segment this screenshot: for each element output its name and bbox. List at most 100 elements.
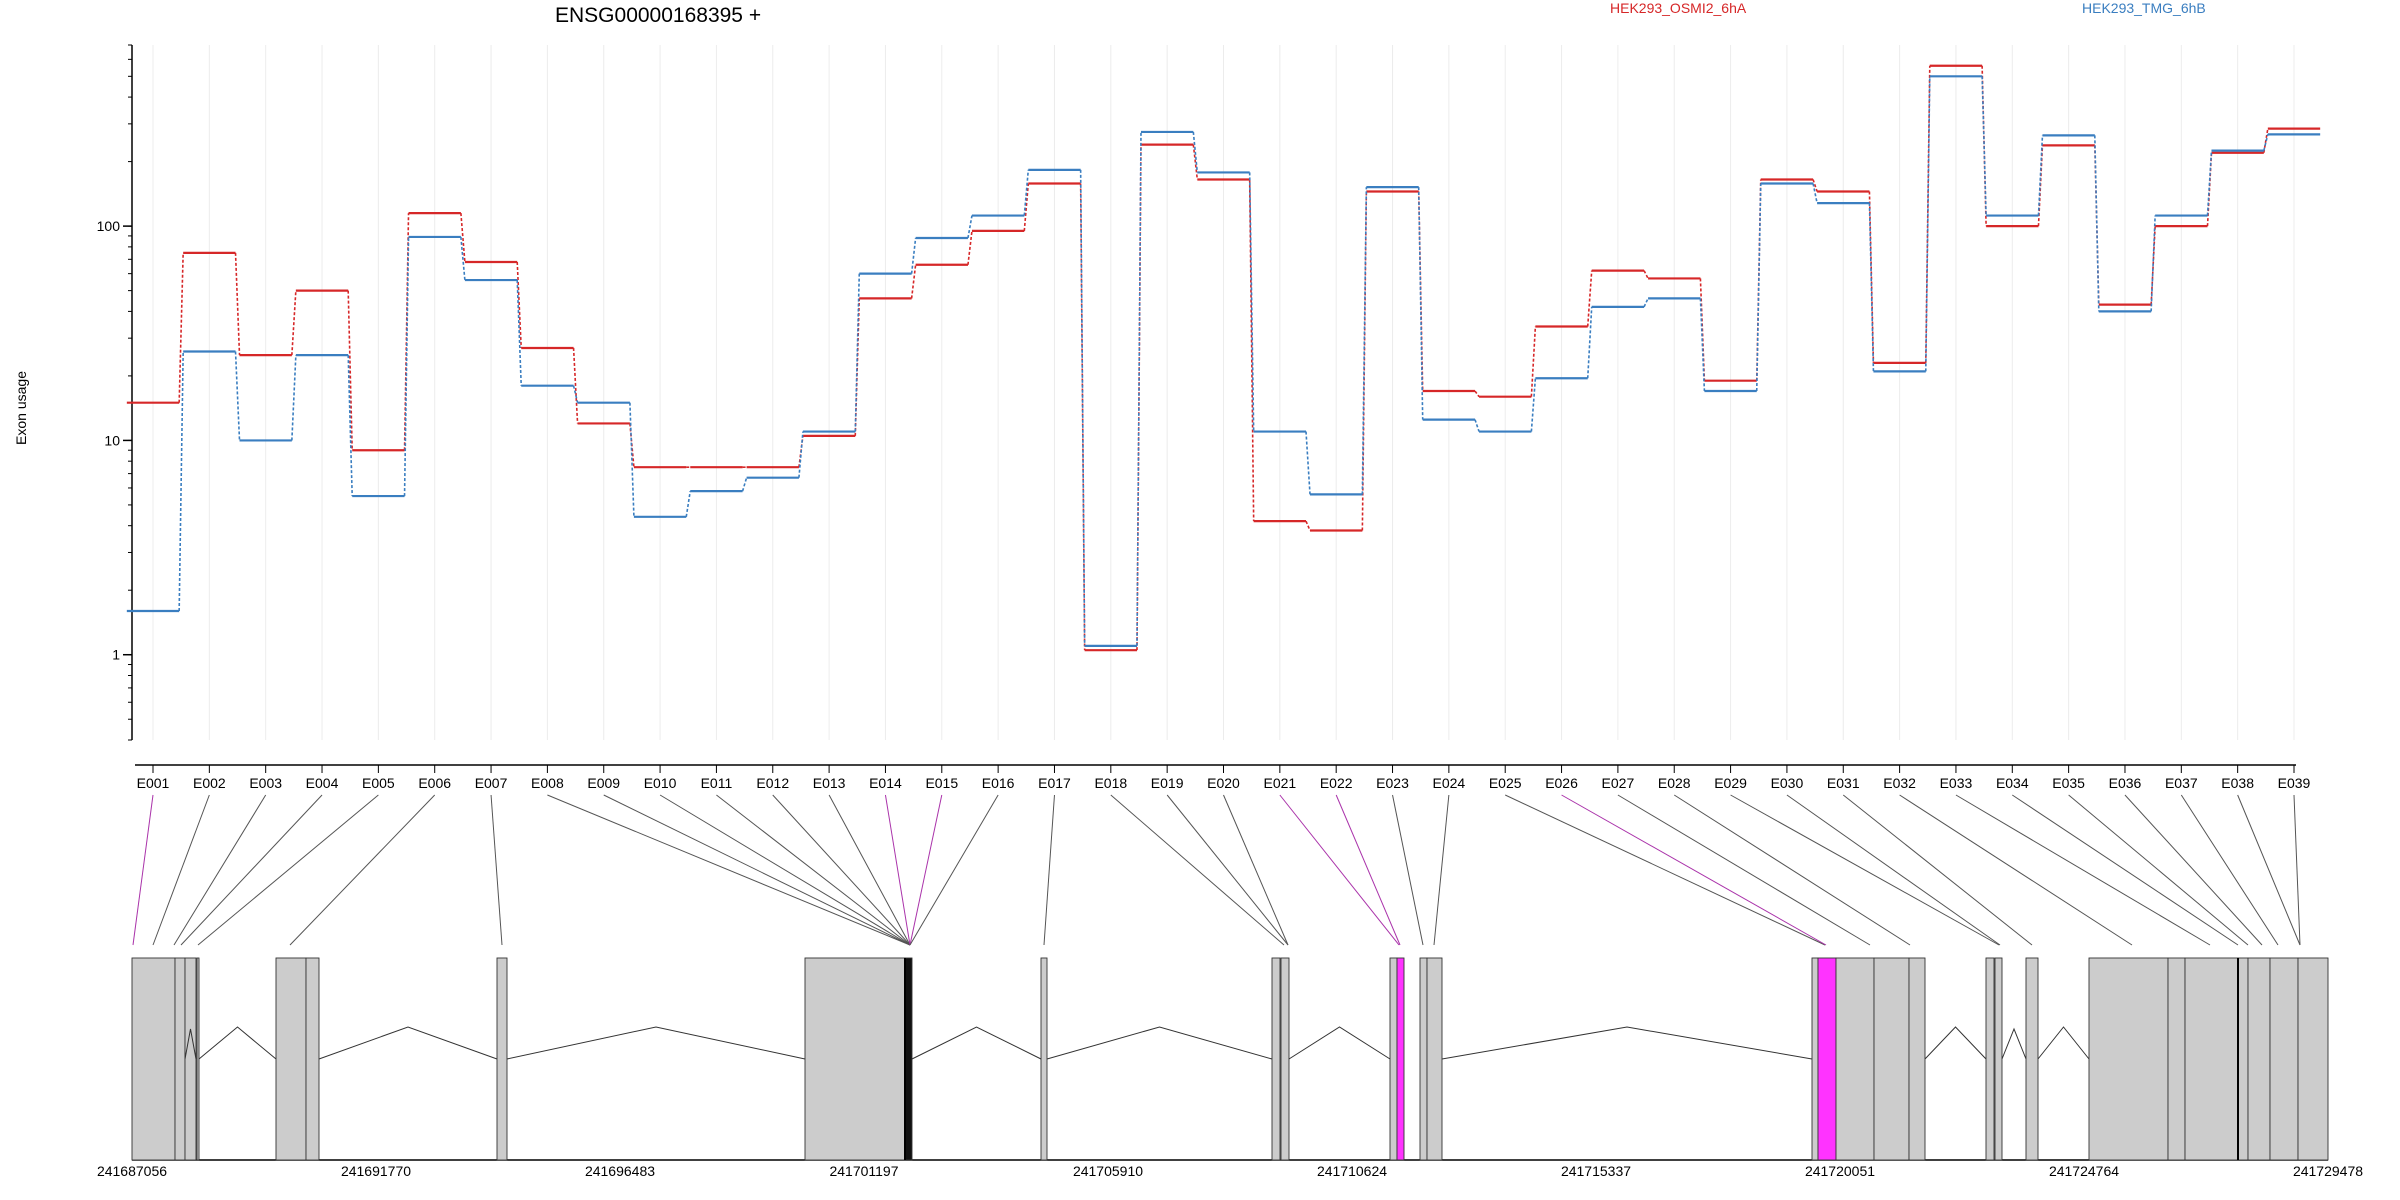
gene-model bbox=[131, 957, 2329, 1161]
series-connector bbox=[1586, 306, 1593, 379]
series-connector bbox=[1023, 169, 1030, 216]
series-connector bbox=[1643, 270, 1649, 279]
series-connector bbox=[741, 477, 748, 492]
x-tick-label: E030 bbox=[1771, 775, 1804, 791]
connector-E023 bbox=[1392, 794, 1424, 946]
connector-E002 bbox=[152, 794, 210, 946]
x-tick-label: E023 bbox=[1376, 775, 1409, 791]
exon-block bbox=[1835, 957, 1875, 1161]
exon-block bbox=[1908, 957, 1926, 1161]
connector-E019 bbox=[1166, 794, 1289, 946]
connector-E036 bbox=[2124, 794, 2263, 946]
connector-E012 bbox=[772, 794, 911, 946]
series-connector bbox=[1417, 191, 1424, 392]
connector-E030 bbox=[1786, 794, 2001, 946]
series-connector bbox=[1305, 431, 1311, 495]
series-connector bbox=[516, 280, 523, 386]
connector-E037 bbox=[2180, 794, 2279, 946]
intron-line bbox=[911, 1026, 1042, 1060]
exon-block bbox=[2247, 957, 2271, 1161]
series-connector bbox=[234, 351, 241, 441]
series-connector bbox=[1530, 326, 1537, 397]
series-connector bbox=[178, 351, 184, 611]
connector-E028 bbox=[1673, 794, 1911, 946]
x-tick-label: E016 bbox=[982, 775, 1015, 791]
intron-line bbox=[2001, 1027, 2027, 1060]
x-tick-label: E034 bbox=[1996, 775, 2029, 791]
connector-E026 bbox=[1561, 794, 1827, 946]
connector-E017 bbox=[1043, 794, 1055, 946]
x-tick-label: E017 bbox=[1038, 775, 1071, 791]
connector-E034 bbox=[2012, 794, 2239, 946]
exon-block bbox=[496, 957, 508, 1161]
exon-block bbox=[196, 957, 200, 1161]
y-axis-label: Exon usage bbox=[13, 371, 29, 445]
x-tick-label: E036 bbox=[2109, 775, 2142, 791]
connector-E007 bbox=[490, 794, 503, 946]
connector-E011 bbox=[716, 794, 911, 946]
connector-E016 bbox=[909, 794, 999, 946]
exon-block bbox=[1271, 957, 1281, 1161]
series-connector bbox=[1755, 183, 1762, 392]
x-tick-label: E021 bbox=[1263, 775, 1296, 791]
series-connector bbox=[910, 237, 917, 274]
series-connector bbox=[1192, 131, 1199, 173]
chart-title: ENSG00000168395 + bbox=[555, 4, 761, 27]
exon-block bbox=[1419, 957, 1428, 1161]
x-tick-label: E004 bbox=[306, 775, 339, 791]
x-tick-label: E014 bbox=[869, 775, 902, 791]
intron-line bbox=[1046, 1026, 1273, 1060]
x-tick-label: E039 bbox=[2278, 775, 2311, 791]
x-tick-label: E032 bbox=[1883, 775, 1916, 791]
x-tick-label: E027 bbox=[1602, 775, 1635, 791]
exon-block bbox=[1389, 957, 1398, 1161]
series-connector bbox=[1305, 520, 1311, 531]
genome-tick-label: 241691770 bbox=[341, 1163, 411, 1179]
connector-E032 bbox=[1899, 794, 2133, 946]
series-connector bbox=[572, 347, 579, 424]
exon-block bbox=[1280, 957, 1290, 1161]
genome-tick-label: 241729478 bbox=[2293, 1163, 2363, 1179]
series-connector bbox=[2037, 135, 2044, 216]
series bbox=[126, 75, 2321, 647]
genome-tick-label: 241696483 bbox=[585, 1163, 655, 1179]
x-tick-label: E013 bbox=[813, 775, 846, 791]
series-connector bbox=[1248, 172, 1255, 432]
x-tick-label: E008 bbox=[531, 775, 564, 791]
connector-E021 bbox=[1279, 794, 1400, 946]
exon-block bbox=[275, 957, 307, 1161]
intron-line bbox=[1924, 1026, 1987, 1060]
connector-E008 bbox=[547, 794, 911, 946]
series-connector bbox=[967, 215, 973, 239]
x-tick-label: E005 bbox=[362, 775, 395, 791]
x-tick-label: E015 bbox=[925, 775, 958, 791]
exon-block bbox=[131, 957, 176, 1161]
series-connector bbox=[1812, 179, 1818, 192]
x-tick-label: E028 bbox=[1658, 775, 1691, 791]
x-tick-label: E010 bbox=[644, 775, 677, 791]
x-tick-label: E001 bbox=[137, 775, 170, 791]
connector-E020 bbox=[1223, 794, 1289, 946]
series-connector bbox=[967, 230, 973, 265]
exon-block bbox=[2167, 957, 2186, 1161]
legend-label-tmg: HEK293_TMG_6hB bbox=[2082, 0, 2206, 16]
y-tick-label: 10 bbox=[104, 432, 120, 448]
y-tick-label: 100 bbox=[97, 218, 121, 234]
grid-lines bbox=[152, 45, 2295, 740]
x-tick-label: E038 bbox=[2221, 775, 2254, 791]
exon-block bbox=[2184, 957, 2239, 1161]
connector-E024 bbox=[1433, 794, 1450, 946]
exon-block bbox=[2025, 957, 2039, 1161]
series-connector bbox=[403, 213, 410, 451]
connector-E001 bbox=[132, 794, 154, 946]
connector-E003 bbox=[173, 794, 267, 946]
x-tick-label: E007 bbox=[475, 775, 508, 791]
x-tick-label: E019 bbox=[1151, 775, 1184, 791]
exon-block bbox=[2237, 957, 2249, 1161]
series-connector bbox=[2263, 134, 2269, 151]
connector-E035 bbox=[2068, 794, 2249, 946]
series-connector bbox=[1474, 419, 1480, 432]
connector-E038 bbox=[2237, 794, 2301, 946]
series-connector bbox=[1361, 187, 1368, 495]
exon-block bbox=[1811, 957, 1819, 1161]
